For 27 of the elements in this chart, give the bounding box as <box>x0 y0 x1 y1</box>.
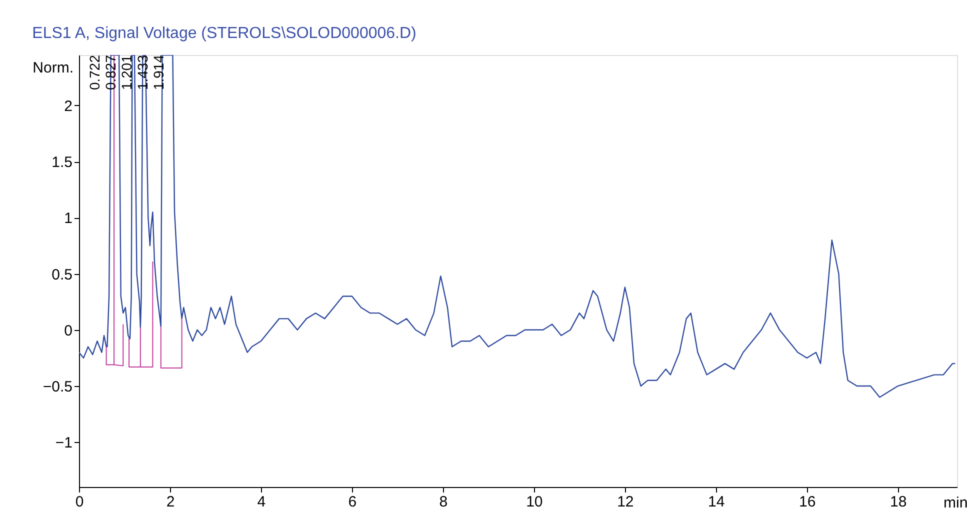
annotation: 1.914 <box>150 54 166 90</box>
y-tick-label: 0 <box>64 322 72 340</box>
x-tick-label: 12 <box>617 494 634 510</box>
annotation: 1.433 <box>134 54 150 90</box>
y-tick-label: 2 <box>64 98 72 115</box>
line-series <box>128 260 154 368</box>
line-series <box>79 55 956 398</box>
y-tick-label: 1 <box>64 210 72 228</box>
x-tick-label: 10 <box>526 494 543 510</box>
x-tick-label: 16 <box>799 494 816 510</box>
y-axis-title: Norm. <box>32 60 74 76</box>
x-tick-label: 14 <box>708 494 725 510</box>
y-tick-label: −0.5 <box>42 378 72 396</box>
chart-title: ELS1 A, Signal Voltage (STEROLS\SOLOD000006.D) <box>32 25 416 42</box>
x-tick-label: 18 <box>890 494 907 510</box>
x-tick-label: 2 <box>166 494 175 510</box>
annotation: 0.722 <box>86 54 102 90</box>
annotation: 0.827 <box>102 54 118 90</box>
x-tick-label: 0 <box>75 494 84 510</box>
y-tick-label: 1.5 <box>52 154 72 172</box>
y-tick-label: 0.5 <box>52 266 72 284</box>
x-tick-label: 8 <box>439 494 448 510</box>
x-tick-label: 4 <box>257 494 266 510</box>
x-axis-title: min <box>944 494 967 512</box>
y-tick-label: −1 <box>55 434 72 452</box>
x-tick-label: 6 <box>348 494 357 510</box>
annotation: 1.201 <box>118 54 134 90</box>
